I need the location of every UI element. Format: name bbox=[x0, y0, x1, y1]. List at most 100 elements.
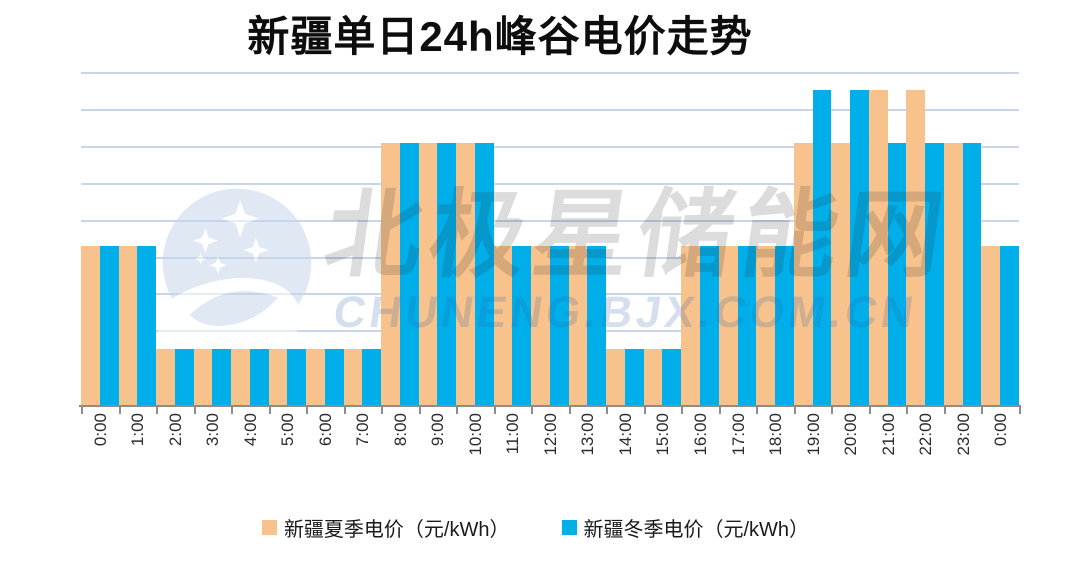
bar-summer-1 bbox=[118, 245, 138, 406]
x-axis-label-cell-7: 7:00 bbox=[344, 411, 382, 495]
bar-summer-17 bbox=[718, 245, 738, 406]
bar-group-000-0 bbox=[81, 60, 119, 406]
x-axis-tick-12 bbox=[531, 407, 534, 414]
x-axis-label-cell-20: 20:00 bbox=[831, 411, 869, 495]
bar-winter-18 bbox=[775, 245, 794, 406]
x-axis-tick-16 bbox=[681, 407, 684, 414]
x-axis-tick-19 bbox=[793, 407, 796, 414]
bar-winter-19 bbox=[812, 89, 832, 406]
bar-summer-3 bbox=[193, 348, 213, 406]
legend-item-summer: 新疆夏季电价（元/kWh） bbox=[261, 513, 510, 542]
bar-winter-14 bbox=[624, 348, 644, 406]
x-axis-label-cell-5: 5:00 bbox=[269, 411, 307, 495]
bar-group-200-2 bbox=[156, 60, 194, 406]
x-axis-label-18: 18:00 bbox=[766, 413, 786, 456]
bar-winter-22 bbox=[925, 142, 944, 406]
bar-groups bbox=[81, 60, 1019, 406]
bar-winter-24 bbox=[1000, 245, 1019, 406]
bar-winter-1 bbox=[137, 245, 157, 406]
bar-summer-10 bbox=[456, 142, 475, 406]
x-axis-tick-11 bbox=[493, 407, 496, 414]
bar-summer-12 bbox=[531, 245, 550, 406]
x-axis-label-cell-10: 10:00 bbox=[456, 411, 494, 495]
x-axis-label-cell-22: 22:00 bbox=[906, 411, 944, 495]
x-axis-tick-17 bbox=[718, 407, 721, 414]
x-axis-label-24: 0:00 bbox=[991, 413, 1011, 447]
bar-winter-12 bbox=[549, 245, 569, 406]
bar-winter-8 bbox=[399, 142, 419, 406]
x-axis-label-cell-6: 6:00 bbox=[306, 411, 344, 495]
bar-group-700-7 bbox=[343, 60, 382, 406]
x-axis-label-14: 14:00 bbox=[615, 413, 635, 456]
bar-summer-23 bbox=[943, 142, 963, 406]
bar-winter-5 bbox=[287, 348, 307, 406]
x-axis-label-cell-0: 0:00 bbox=[81, 411, 119, 495]
x-axis-label-8: 8:00 bbox=[390, 413, 410, 447]
x-axis-label-cell-9: 9:00 bbox=[419, 411, 457, 495]
bar-group-900-9 bbox=[418, 60, 457, 406]
x-axis-label-cell-2: 2:00 bbox=[156, 411, 194, 495]
x-axis-label-cell-15: 15:00 bbox=[644, 411, 682, 495]
legend: 新疆夏季电价（元/kWh） 新疆冬季电价（元/kWh） bbox=[0, 513, 1071, 542]
bar-summer-18 bbox=[756, 245, 776, 406]
bar-group-600-6 bbox=[306, 60, 344, 406]
x-axis-label-2: 2:00 bbox=[165, 413, 185, 447]
x-axis-tick-5 bbox=[268, 407, 271, 414]
bar-winter-3 bbox=[212, 348, 232, 406]
x-axis-label-cell-16: 16:00 bbox=[681, 411, 719, 495]
bar-summer-24 bbox=[981, 245, 1001, 406]
x-axis-label-cell-17: 17:00 bbox=[719, 411, 757, 495]
bar-summer-4 bbox=[231, 348, 250, 406]
bar-summer-14 bbox=[606, 348, 625, 406]
x-axis-label-10: 10:00 bbox=[465, 413, 485, 456]
x-axis-label-1: 1:00 bbox=[128, 413, 148, 447]
x-axis-tick-15 bbox=[643, 407, 646, 414]
x-axis-ticks bbox=[81, 407, 1021, 415]
x-axis-label-cell-4: 4:00 bbox=[231, 411, 269, 495]
bar-winter-15 bbox=[662, 348, 682, 406]
bar-group-1200-12 bbox=[531, 60, 569, 406]
x-axis-label-cell-21: 21:00 bbox=[869, 411, 907, 495]
gridline-5 bbox=[81, 219, 1019, 222]
bar-group-000-24 bbox=[981, 60, 1019, 406]
x-axis-label-cell-12: 12:00 bbox=[531, 411, 569, 495]
x-axis-label-5: 5:00 bbox=[278, 413, 298, 447]
x-axis-label-9: 9:00 bbox=[428, 413, 448, 447]
bar-winter-4 bbox=[249, 348, 269, 406]
x-axis-label-13: 13:00 bbox=[578, 413, 598, 456]
legend-item-winter: 新疆冬季电价（元/kWh） bbox=[561, 513, 809, 542]
legend-swatch-summer bbox=[261, 520, 277, 535]
bar-summer-16 bbox=[681, 245, 700, 406]
x-axis-label-7: 7:00 bbox=[353, 413, 373, 447]
bar-group-400-4 bbox=[231, 60, 269, 406]
bar-winter-20 bbox=[850, 89, 869, 406]
bar-summer-0 bbox=[81, 245, 100, 406]
bar-summer-11 bbox=[493, 245, 513, 406]
bar-group-2000-20 bbox=[831, 60, 869, 406]
bar-group-2100-21 bbox=[868, 60, 907, 406]
x-axis-tick-22 bbox=[906, 407, 909, 414]
x-axis-label-20: 20:00 bbox=[841, 413, 861, 456]
x-axis-label-cell-1: 1:00 bbox=[119, 411, 157, 495]
bar-summer-7 bbox=[343, 348, 363, 406]
bar-winter-2 bbox=[174, 348, 194, 406]
bar-group-800-8 bbox=[381, 60, 419, 406]
x-axis-label-23: 23:00 bbox=[953, 413, 973, 456]
x-axis-tick-8 bbox=[381, 407, 384, 414]
bar-winter-0 bbox=[99, 245, 119, 406]
gridline-9 bbox=[81, 72, 1019, 75]
x-axis-label-cell-19: 19:00 bbox=[794, 411, 832, 495]
x-axis-label-cell-23: 23:00 bbox=[944, 411, 982, 495]
legend-label-summer: 新疆夏季电价（元/kWh） bbox=[283, 519, 510, 541]
bar-summer-20 bbox=[831, 142, 851, 406]
bar-group-1700-17 bbox=[718, 60, 757, 406]
bar-group-100-1 bbox=[118, 60, 157, 406]
bar-winter-17 bbox=[737, 245, 757, 406]
bar-summer-5 bbox=[268, 348, 288, 406]
x-axis-tick-14 bbox=[606, 407, 609, 414]
x-axis-label-6: 6:00 bbox=[315, 413, 335, 447]
bar-summer-22 bbox=[906, 89, 926, 406]
legend-swatch-winter bbox=[561, 520, 577, 535]
bar-summer-8 bbox=[381, 142, 400, 406]
x-axis-label-cell-18: 18:00 bbox=[756, 411, 794, 495]
